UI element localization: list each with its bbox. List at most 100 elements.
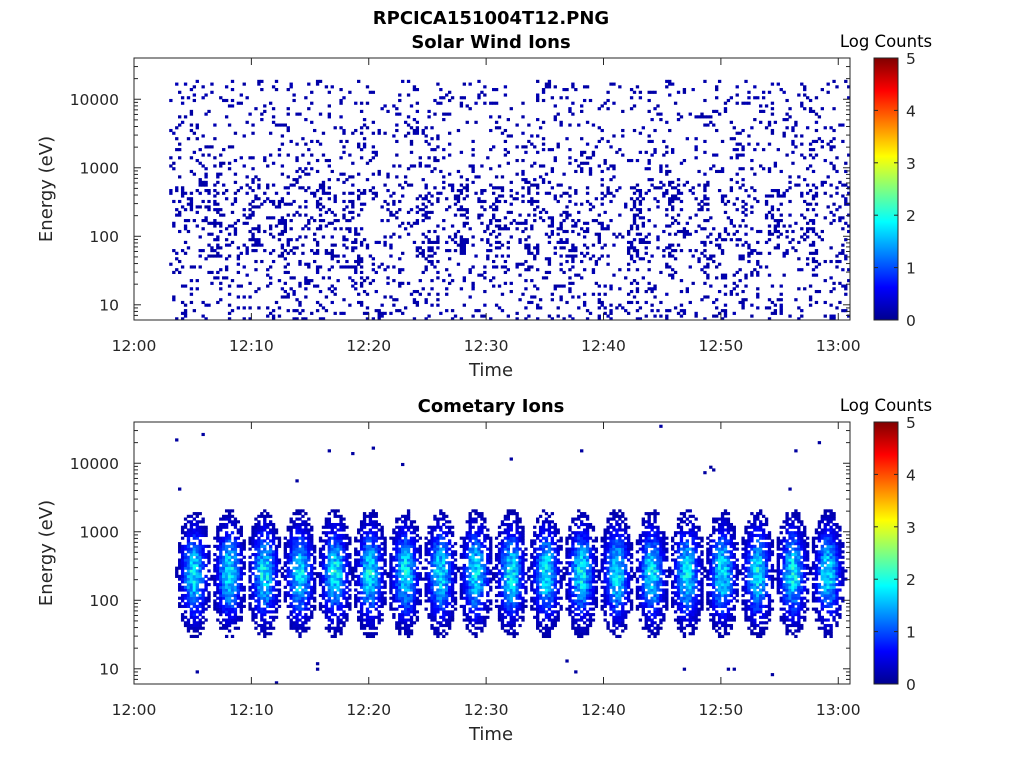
heatmap-cell: [271, 604, 276, 608]
heatmap-cell: [383, 235, 387, 239]
heatmap-cell: [271, 522, 276, 527]
heatmap-cell: [321, 189, 326, 193]
heatmap-cell: [503, 199, 508, 204]
heatmap-cell: [541, 90, 546, 94]
heatmap-cell: [829, 183, 833, 187]
heatmap-cell: [280, 246, 285, 250]
heatmap-cell: [333, 599, 337, 603]
heatmap-cell: [368, 561, 373, 565]
heatmap-cell: [800, 142, 804, 146]
heatmap-cell: [515, 311, 519, 315]
heatmap-cell: [844, 292, 848, 296]
heatmap-cell: [327, 569, 331, 573]
heatmap-cell: [447, 112, 452, 116]
heatmap-cell: [427, 229, 431, 234]
heatmap-cell: [219, 528, 223, 532]
heatmap-cell: [357, 254, 361, 258]
heatmap-cell: [180, 191, 185, 195]
heatmap-cell: [315, 240, 320, 244]
heatmap-cell: [398, 542, 402, 546]
heatmap-cell: [571, 281, 575, 285]
heatmap-cell: [198, 539, 202, 543]
heatmap-cell: [524, 238, 528, 242]
heatmap-cell: [597, 164, 601, 168]
heatmap-cell: [820, 238, 824, 242]
heatmap-cell: [324, 522, 329, 527]
heatmap-cell: [362, 585, 367, 589]
heatmap-cell: [574, 169, 578, 174]
heatmap-cell: [368, 553, 373, 557]
heatmap-cell: [706, 219, 710, 223]
heatmap-cell: [183, 561, 188, 565]
heatmap-cell: [515, 145, 519, 149]
heatmap-cell: [283, 569, 287, 573]
y-tick-label: 10000: [70, 91, 119, 109]
heatmap-cell: [644, 240, 648, 244]
heatmap-cell: [811, 208, 816, 212]
heatmap-cell: [562, 284, 566, 288]
heatmap-cell: [368, 514, 373, 518]
heatmap-cell: [251, 232, 255, 236]
heatmap-cell: [304, 528, 308, 532]
heatmap-cell: [424, 257, 428, 261]
heatmap-cell: [230, 588, 235, 592]
heatmap-cell: [553, 246, 557, 250]
heatmap-cell: [374, 240, 378, 244]
heatmap-cell: [530, 265, 534, 269]
heatmap-cell: [395, 539, 399, 543]
heatmap-cell: [277, 539, 282, 543]
heatmap-cell: [286, 542, 290, 546]
heatmap-cell: [201, 219, 205, 223]
heatmap-cell: [720, 169, 725, 174]
heatmap-cell: [295, 531, 299, 535]
heatmap-cell: [362, 289, 367, 294]
heatmap-cell: [327, 520, 331, 524]
heatmap-cell: [703, 249, 707, 253]
heatmap-cell: [679, 303, 684, 307]
heatmap-cell: [409, 224, 414, 228]
heatmap-cell: [747, 96, 751, 100]
heatmap-cell: [245, 249, 249, 253]
heatmap-cell: [257, 240, 261, 244]
heatmap-cell: [805, 167, 810, 171]
heatmap-cell: [248, 580, 252, 584]
heatmap-cell: [550, 186, 555, 190]
heatmap-cell: [274, 550, 279, 554]
heatmap-cell: [483, 303, 487, 307]
heatmap-cell: [838, 123, 842, 127]
heatmap-cell: [571, 224, 575, 228]
heatmap-cell: [480, 90, 484, 94]
heatmap-cell: [283, 536, 287, 540]
heatmap-cell: [286, 525, 290, 529]
heatmap-cell: [380, 585, 384, 589]
heatmap-cell: [342, 542, 346, 546]
heatmap-cell: [365, 610, 370, 614]
heatmap-cell: [201, 621, 205, 625]
heatmap-cell: [741, 183, 745, 187]
heatmap-cell: [342, 180, 346, 184]
heatmap-cell: [239, 566, 243, 570]
heatmap-cell: [327, 580, 331, 584]
heatmap-cell: [195, 544, 199, 548]
heatmap-cell: [239, 525, 243, 529]
heatmap-cell: [201, 153, 205, 157]
heatmap-cell: [251, 596, 255, 600]
heatmap-cell: [471, 265, 475, 269]
heatmap-cell: [626, 300, 631, 305]
heatmap-cell: [280, 251, 285, 255]
heatmap-cell: [321, 531, 326, 535]
heatmap-cell: [747, 134, 751, 138]
heatmap-cell: [377, 265, 381, 269]
heatmap-cell: [424, 268, 428, 272]
heatmap-cell: [339, 115, 343, 119]
heatmap-cell: [304, 536, 308, 540]
heatmap-cell: [359, 227, 364, 231]
heatmap-cell: [304, 544, 308, 548]
heatmap-cell: [251, 178, 255, 182]
heatmap-cell: [236, 284, 241, 288]
heatmap-cell: [192, 172, 197, 176]
heatmap-cell: [292, 607, 296, 611]
heatmap-cell: [392, 615, 396, 619]
heatmap-cell: [230, 580, 235, 584]
heatmap-cell: [741, 178, 745, 182]
